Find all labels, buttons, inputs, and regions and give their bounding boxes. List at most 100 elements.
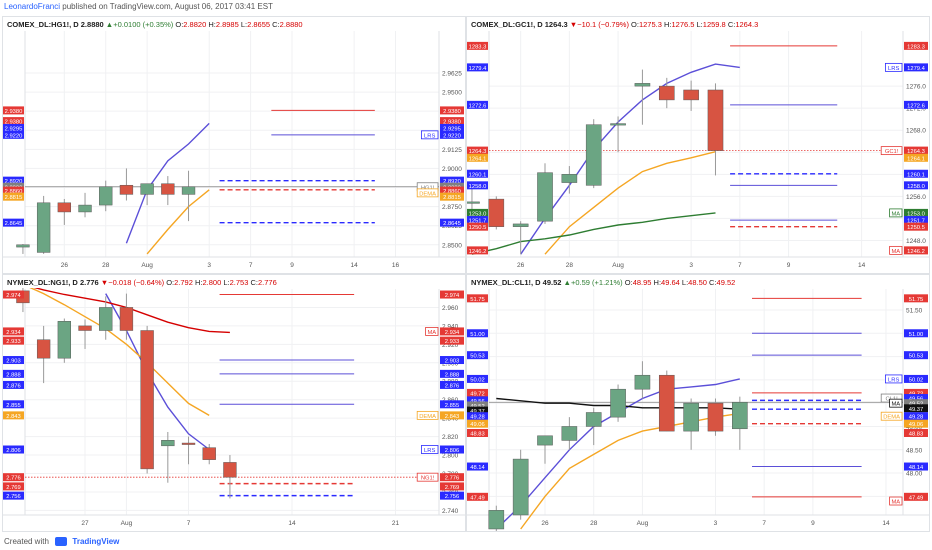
x-tick-label: 26 [61,262,69,269]
right-price-label: 2.776 [445,476,460,482]
candle-body [537,172,553,222]
title-part: 49.52 [543,278,564,287]
x-tick-label: Aug [121,520,133,527]
left-price-label: 2.8645 [5,221,23,227]
publish-header: LeonardoFranci published on TradingView.… [0,0,932,14]
title-part: 2.800 [202,278,223,287]
title-part: O: [625,278,633,287]
left-price-label-bg [3,356,24,365]
chart-panel-crude[interactable]: 51.5051.0050.5050.0049.5049.0048.5048.00… [466,274,930,532]
right-price-label-bg [440,192,464,201]
footer: Created with TradingView [0,534,932,550]
right-price-label: 50.53 [909,354,924,360]
candle-body [467,201,480,204]
right-price-label: 1264.3 [907,149,925,155]
right-price-label-bg [904,404,928,413]
right-price-label-bg [904,63,928,72]
right-price-label: 2.9380 [443,120,461,126]
x-tick-label: 7 [187,520,191,527]
indicator-tag: GC1! [885,149,899,155]
left-price-label: 49.06 [470,422,485,428]
right-price-label: 1250.5 [907,225,925,231]
chart-svg[interactable]: 1276.01272.01268.01264.01260.01256.01252… [467,17,929,273]
right-price-label: 2.756 [445,494,460,500]
chart-svg[interactable]: 51.5051.0050.5050.0049.5049.0048.5048.00… [467,275,929,531]
title-part: O: [166,278,174,287]
title-part: L: [241,20,247,29]
right-price-label: 2.8920 [443,179,461,185]
right-price-label-bg [904,388,928,397]
indicator-tag-bg [416,410,439,420]
x-tick-label: 7 [738,262,742,269]
right-price-label-bg [904,246,928,255]
y-tick-label: 1248.0 [906,238,926,245]
candle-body [585,124,602,186]
right-price-label: 48.14 [909,465,924,471]
right-price-label: 2.843 [445,414,460,420]
publish-info: published on TradingView.com, August 06,… [62,2,273,11]
chart-svg[interactable]: 2.9602.9402.9202.9002.8802.8602.8402.820… [3,275,465,531]
left-price-label: 1272.6 [469,103,487,109]
left-price-label-bg [467,406,488,415]
x-tick-label: 28 [590,520,598,527]
left-price-label-bg [467,216,488,225]
x-tick-label: 3 [714,520,718,527]
right-price-label: 1251.7 [907,219,925,225]
candle-body [223,462,237,478]
indicator-tag: DEMA [419,191,436,197]
left-price-label: 48.14 [470,465,485,471]
x-tick-label: 3 [207,262,211,269]
indicator-line-lrs [125,122,210,244]
left-price-label: 2.806 [6,448,21,454]
left-price-label: 49.37 [470,409,485,415]
candle-body [57,202,71,213]
right-price-label: 2.933 [445,339,460,345]
left-price-label: 47.49 [470,495,485,501]
right-price-label-bg [440,290,464,299]
title-part: 2.8880 [280,20,303,29]
candle-body [683,89,699,101]
candle-body [181,442,196,445]
right-price-label: 1283.3 [907,44,925,50]
left-price-label: 2.776 [6,476,21,482]
indicator-tag-bg [420,445,439,454]
candle-body [78,325,92,331]
title-part: 2.8880 [81,20,106,29]
x-tick-label: 9 [811,520,815,527]
chart-svg[interactable]: 2.96252.95002.93752.92502.91252.90002.88… [3,17,465,273]
left-price-label: 2.903 [6,359,21,365]
tradingview-brand[interactable]: TradingView [72,537,120,546]
left-price-label-bg [3,218,24,227]
chart-title: NYMEX_DL:NG1!, D 2.776 ▼−0.018 (−0.64%) … [7,278,277,287]
right-price-label-bg [904,216,928,225]
chart-panel-gold[interactable]: 1276.01272.01268.01264.01260.01256.01252… [466,16,930,274]
author-link[interactable]: LeonardoFranci [4,2,61,11]
title-part: −10.1 (−0.79%) [577,20,631,29]
indicator-tag-bg [884,374,903,384]
right-price-label-bg [904,208,928,217]
left-price-label: 2.9380 [5,109,23,115]
chart-panel-copper[interactable]: 2.96252.95002.93752.92502.91252.90002.88… [2,16,466,274]
left-price-label-bg [3,106,24,115]
title-part: 2.776 [80,278,101,287]
title-part: 1259.8 [703,20,728,29]
candle-body [658,85,675,101]
candle-body [161,183,175,195]
left-price-label: 1251.7 [469,219,487,225]
right-price-label: 2.769 [445,485,460,491]
chart-title: NYMEX_DL:CL1!, D 49.52 ▲+0.59 (+1.21%) O… [471,278,735,287]
left-price-label-bg [467,374,488,383]
indicator-tag: MA [891,211,900,217]
candle-body [202,447,216,460]
left-price-label-bg [3,482,24,491]
left-price-label: 2.888 [6,372,21,378]
right-price-label: 48.83 [909,431,924,437]
title-part: 2.8985 [216,20,241,29]
left-price-label-bg [467,294,488,303]
chart-panel-natgas[interactable]: 2.9602.9402.9202.9002.8802.8602.8402.820… [2,274,466,532]
title-part: 2.8655 [247,20,272,29]
right-price-label-bg [440,491,464,500]
left-price-label-bg [467,181,488,190]
right-price-label: 2.806 [445,448,460,454]
left-price-label-bg [3,445,24,454]
